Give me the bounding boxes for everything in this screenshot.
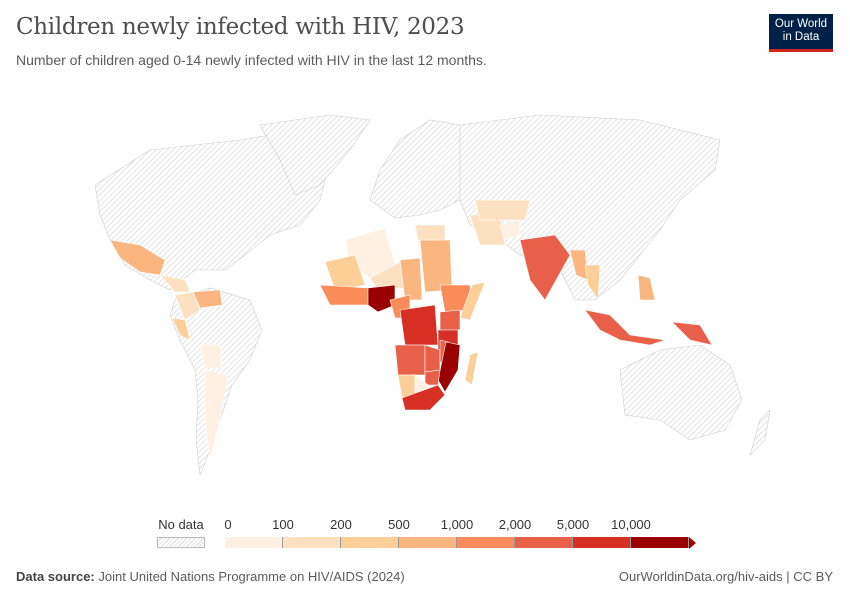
country-chad[interactable] [399, 257, 423, 301]
country-sudan[interactable] [419, 239, 453, 293]
legend-tick-label: 100 [272, 517, 294, 532]
country-somalia[interactable] [459, 281, 486, 321]
data-source-link[interactable]: Joint United Nations Programme on HIV/AI… [98, 569, 405, 584]
legend-bin-2[interactable] [341, 537, 399, 548]
country-peru[interactable] [171, 317, 191, 341]
country-south-africa[interactable] [401, 384, 446, 411]
country-zambia[interactable] [424, 344, 441, 373]
data-source-label: Data source: [16, 569, 95, 584]
legend-tick-label: 0 [224, 517, 232, 532]
landmass-new-zealand [749, 409, 771, 457]
legend-tick-label: 500 [388, 517, 410, 532]
country-colombia[interactable] [174, 291, 201, 321]
country-india[interactable] [519, 234, 571, 301]
chart-subtitle: Number of children aged 0-14 newly infec… [16, 52, 487, 68]
country-venezuela[interactable] [192, 289, 223, 309]
legend-bin-1[interactable] [283, 537, 341, 548]
legend-no-data-swatch[interactable] [157, 537, 205, 548]
data-source: Data source: Joint United Nations Progra… [16, 569, 405, 584]
country-papua-new-guinea[interactable] [671, 321, 713, 346]
legend-bins [225, 536, 696, 549]
country-kazakhstan[interactable] [474, 199, 531, 221]
country-afghanistan[interactable] [499, 219, 521, 241]
logo-line-1: Our World [774, 18, 828, 30]
legend-tick-label: 1,000 [440, 517, 474, 532]
legend-tick-label: 2,000 [498, 517, 532, 532]
legend-no-data-label: No data [158, 517, 204, 532]
country-angola[interactable] [394, 344, 426, 376]
logo-line-2: in Data [782, 31, 820, 43]
legend-bin-7[interactable] [631, 537, 689, 548]
legend-arrow-icon [689, 536, 696, 549]
landmass-greenland [259, 114, 371, 196]
country-bolivia[interactable] [199, 344, 223, 369]
country-kenya[interactable] [439, 309, 461, 331]
legend-bin-4[interactable] [457, 537, 515, 548]
legend-bin-3[interactable] [399, 537, 457, 548]
country-mali[interactable] [324, 254, 366, 291]
legend-bin-5[interactable] [515, 537, 573, 548]
legend-tick-label: 200 [330, 517, 352, 532]
legend-bin-0[interactable] [225, 537, 283, 548]
world-map[interactable] [0, 100, 850, 510]
country-dr-congo[interactable] [399, 304, 439, 346]
legend-tick-label: 10,000 [611, 517, 651, 532]
country-central-america[interactable] [159, 274, 191, 293]
country-west-africa[interactable] [319, 284, 369, 306]
chart-title: Children newly infected with HIV, 2023 [16, 14, 465, 40]
landmass-europe [369, 119, 471, 219]
country-zimbabwe[interactable] [424, 369, 441, 386]
landmass-australia [619, 344, 743, 441]
legend-bin-6[interactable] [573, 537, 631, 548]
country-indonesia[interactable] [584, 309, 666, 346]
country-philippines[interactable] [637, 274, 656, 301]
country-argentina[interactable] [204, 369, 229, 461]
owid-logo[interactable]: Our World in Data [769, 14, 833, 52]
country-egypt[interactable] [414, 224, 446, 241]
url-license[interactable]: OurWorldinData.org/hiv-aids | CC BY [618, 569, 833, 584]
country-nigeria[interactable] [367, 284, 396, 313]
legend-tick-label: 5,000 [556, 517, 590, 532]
country-madagascar[interactable] [464, 351, 479, 386]
country-thailand[interactable] [584, 264, 601, 301]
